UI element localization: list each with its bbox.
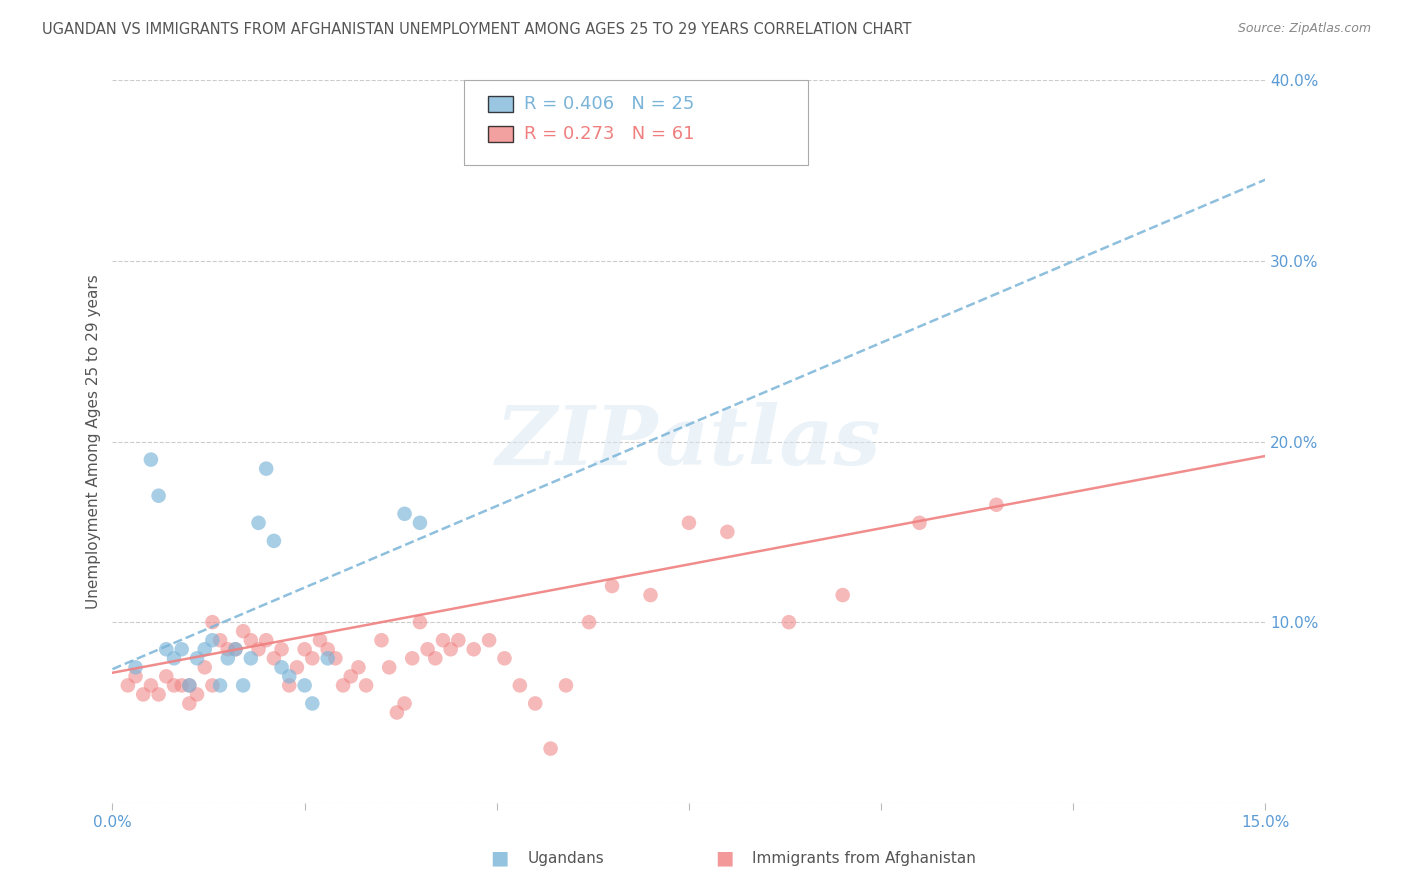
Point <box>278 669 301 683</box>
Point <box>478 633 501 648</box>
Point <box>232 678 254 692</box>
Point <box>378 660 401 674</box>
Point <box>155 669 177 683</box>
Point <box>831 588 853 602</box>
Point <box>678 516 700 530</box>
Point <box>201 678 224 692</box>
Point <box>247 516 270 530</box>
Point <box>325 651 347 665</box>
Y-axis label: Unemployment Among Ages 25 to 29 years: Unemployment Among Ages 25 to 29 years <box>86 274 101 609</box>
Point <box>394 507 416 521</box>
Point <box>301 651 323 665</box>
Point <box>217 651 239 665</box>
Text: Ugandans: Ugandans <box>527 851 605 865</box>
Point <box>179 697 201 711</box>
Point <box>494 651 516 665</box>
Point <box>463 642 485 657</box>
Point <box>139 678 162 692</box>
Point <box>447 633 470 648</box>
Point <box>425 651 447 665</box>
Point <box>908 516 931 530</box>
Point <box>201 633 224 648</box>
Point <box>285 660 308 674</box>
Point <box>509 678 531 692</box>
Point <box>370 633 392 648</box>
Point <box>263 533 285 548</box>
Point <box>209 678 232 692</box>
Point <box>440 642 463 657</box>
Point <box>239 651 262 665</box>
Point <box>778 615 800 630</box>
Point <box>263 651 285 665</box>
Point <box>316 642 339 657</box>
Point <box>247 642 270 657</box>
Point <box>309 633 332 648</box>
Point <box>170 642 193 657</box>
Text: ZIPatlas: ZIPatlas <box>496 401 882 482</box>
Text: Source: ZipAtlas.com: Source: ZipAtlas.com <box>1237 22 1371 36</box>
Point <box>524 697 547 711</box>
Point <box>270 660 292 674</box>
Point <box>194 660 217 674</box>
Point <box>401 651 423 665</box>
Point <box>179 678 201 692</box>
Point <box>132 687 155 701</box>
Text: R = 0.406   N = 25: R = 0.406 N = 25 <box>524 95 695 113</box>
Text: ■: ■ <box>489 848 509 868</box>
Text: R = 0.273   N = 61: R = 0.273 N = 61 <box>524 125 695 143</box>
Point <box>640 588 662 602</box>
Point <box>217 642 239 657</box>
Point <box>409 615 432 630</box>
Point <box>117 678 139 692</box>
Point <box>124 669 146 683</box>
Point <box>347 660 370 674</box>
Point <box>239 633 262 648</box>
Point <box>254 461 277 475</box>
Point <box>301 697 323 711</box>
Point <box>139 452 162 467</box>
Point <box>394 697 416 711</box>
Point <box>224 642 246 657</box>
Point <box>294 678 316 692</box>
Point <box>540 741 562 756</box>
Point <box>416 642 439 657</box>
Point <box>716 524 738 539</box>
Point <box>354 678 377 692</box>
Point <box>163 678 186 692</box>
Point <box>270 642 292 657</box>
Point <box>209 633 232 648</box>
Point <box>232 624 254 639</box>
Point <box>385 706 408 720</box>
Point <box>124 660 146 674</box>
Point <box>409 516 432 530</box>
Point <box>339 669 361 683</box>
Point <box>578 615 600 630</box>
Point <box>155 642 177 657</box>
Point <box>194 642 217 657</box>
Point <box>294 642 316 657</box>
Text: Immigrants from Afghanistan: Immigrants from Afghanistan <box>752 851 976 865</box>
Text: ■: ■ <box>714 848 734 868</box>
Point <box>170 678 193 692</box>
Point <box>201 615 224 630</box>
Point <box>254 633 277 648</box>
Point <box>186 651 208 665</box>
Point <box>179 678 201 692</box>
Point <box>316 651 339 665</box>
Text: UGANDAN VS IMMIGRANTS FROM AFGHANISTAN UNEMPLOYMENT AMONG AGES 25 TO 29 YEARS CO: UGANDAN VS IMMIGRANTS FROM AFGHANISTAN U… <box>42 22 911 37</box>
Point <box>332 678 354 692</box>
Point <box>224 642 246 657</box>
Point <box>163 651 186 665</box>
Point <box>986 498 1008 512</box>
Point <box>432 633 454 648</box>
Point <box>600 579 623 593</box>
Point <box>148 489 170 503</box>
Point <box>555 678 578 692</box>
Point <box>186 687 208 701</box>
Point <box>148 687 170 701</box>
Point <box>278 678 301 692</box>
